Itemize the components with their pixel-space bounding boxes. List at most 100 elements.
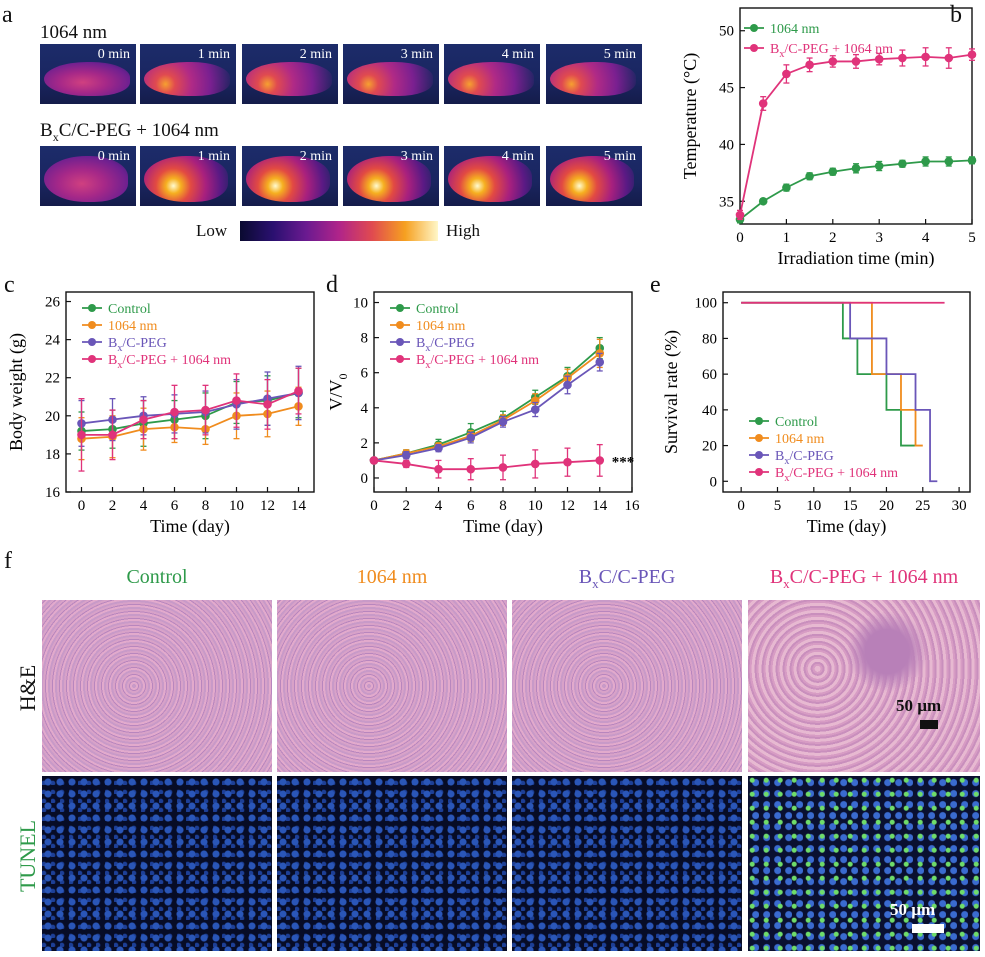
series-line-3 [373,459,600,471]
time-label: 3 min [400,47,433,62]
x-tick-label: 0 [78,498,86,514]
mouse-body-thermal [550,62,636,96]
x-tick-label: 10 [528,498,543,514]
y-tick-label: 2 [361,436,369,452]
legend-label: Bx/C-PEG + 1064 nm [108,353,231,371]
data-point [77,430,86,440]
data-point [563,380,572,390]
plot-frame [739,7,973,225]
data-point [263,400,272,409]
legend-marker [750,24,758,32]
x-tick-label: 14 [592,498,608,514]
series-line-3 [81,390,299,436]
y-tick-label: 40 [702,403,717,419]
data-point [232,396,241,405]
thermal-image: 5 min [546,44,642,104]
data-point [898,53,907,63]
data-point [530,459,540,469]
legend-marker [88,355,96,363]
colorbar-low-label: Low [196,221,228,240]
x-tick-label: 10 [229,498,244,514]
x-tick-label: 12 [560,498,575,514]
x-axis-label: Irradiation time (min) [778,248,935,269]
data-point [782,69,791,79]
mouse-body-thermal [246,156,330,202]
legend-marker [396,304,404,312]
x-tick-label: 30 [952,498,967,514]
x-tick-label: 0 [737,498,745,514]
mouse-body-thermal [44,62,130,96]
thermal-image: 2 min [242,146,338,206]
y-tick-label: 0 [361,471,369,487]
data-point [401,459,411,469]
row-label-tunel: TUNEL [15,819,40,893]
data-point [828,167,838,177]
legend-marker [88,304,96,312]
he-stain-image [748,600,980,772]
x-tick-label: 12 [260,498,275,514]
x-tick-label: 0 [736,230,744,246]
data-point [874,161,884,171]
data-point [434,443,443,453]
series-line-1 [81,405,299,440]
legend-label: Control [775,415,818,430]
x-tick-label: 2 [109,498,117,514]
y-tick-label: 60 [702,367,717,383]
time-label: 1 min [197,149,230,164]
legend-marker [755,417,763,425]
data-point [805,60,814,70]
mouse-body-thermal [44,156,128,202]
mouse-body-thermal [448,156,532,202]
time-label: 5 min [603,47,636,62]
legend-marker [755,451,763,459]
mouse-body-thermal [347,156,431,202]
time-label: 2 min [299,149,332,164]
y-tick-label: 24 [45,333,61,349]
colorbar-high-label: High [446,221,480,240]
time-label: 0 min [97,149,130,164]
legend-marker [88,321,96,329]
data-point [563,457,572,467]
y-tick-label: 40 [719,137,734,153]
data-point [921,157,930,166]
y-tick-label: 22 [45,371,60,387]
data-point [201,405,210,415]
x-axis-label: Time (day) [150,516,230,537]
x-tick-label: 6 [171,498,179,514]
y-tick-label: 45 [719,81,734,97]
row-label-he: H&E [15,664,40,712]
data-point [828,57,838,66]
column-title: Control [126,566,188,588]
legend-label: Control [108,302,151,317]
data-point [139,415,148,424]
thermal-image: 4 min [444,146,540,206]
data-point [466,464,476,474]
y-axis-label: V/V0 [330,374,350,411]
y-tick-label: 8 [361,331,369,347]
y-tick-label: 16 [45,485,61,501]
legend-marker [88,338,96,346]
thermal-image: 4 min [444,44,540,104]
y-tick-label: 10 [353,296,368,312]
y-tick-label: 6 [361,366,369,382]
he-stain-image [512,600,742,772]
thermal-image: 1 min [140,146,236,206]
panel-label-c: c [4,272,15,298]
data-point [434,464,443,474]
row2-label: BxC/C-PEG + 1064 nm [40,120,219,144]
y-tick-label: 50 [719,24,734,40]
data-point [401,450,411,460]
plot-frame [722,291,971,493]
legend-label: Bx/C-PEG [108,336,167,354]
data-point [898,159,907,169]
column-title: BxC/C-PEG [578,566,676,591]
chart-e-survival: 0 5 10 15 20 25 30 0 20 40 60 80 100 Time (day) Surviv… [661,291,971,537]
x-tick-label: 4 [922,230,930,246]
scale-bar-label: 50 µm [896,696,942,715]
x-tick-label: 3 [875,230,883,246]
y-tick-label: 80 [702,331,717,347]
row1-label: 1064 nm [40,22,108,43]
significance-annotation: *** [612,454,635,470]
legend-marker [755,468,763,476]
